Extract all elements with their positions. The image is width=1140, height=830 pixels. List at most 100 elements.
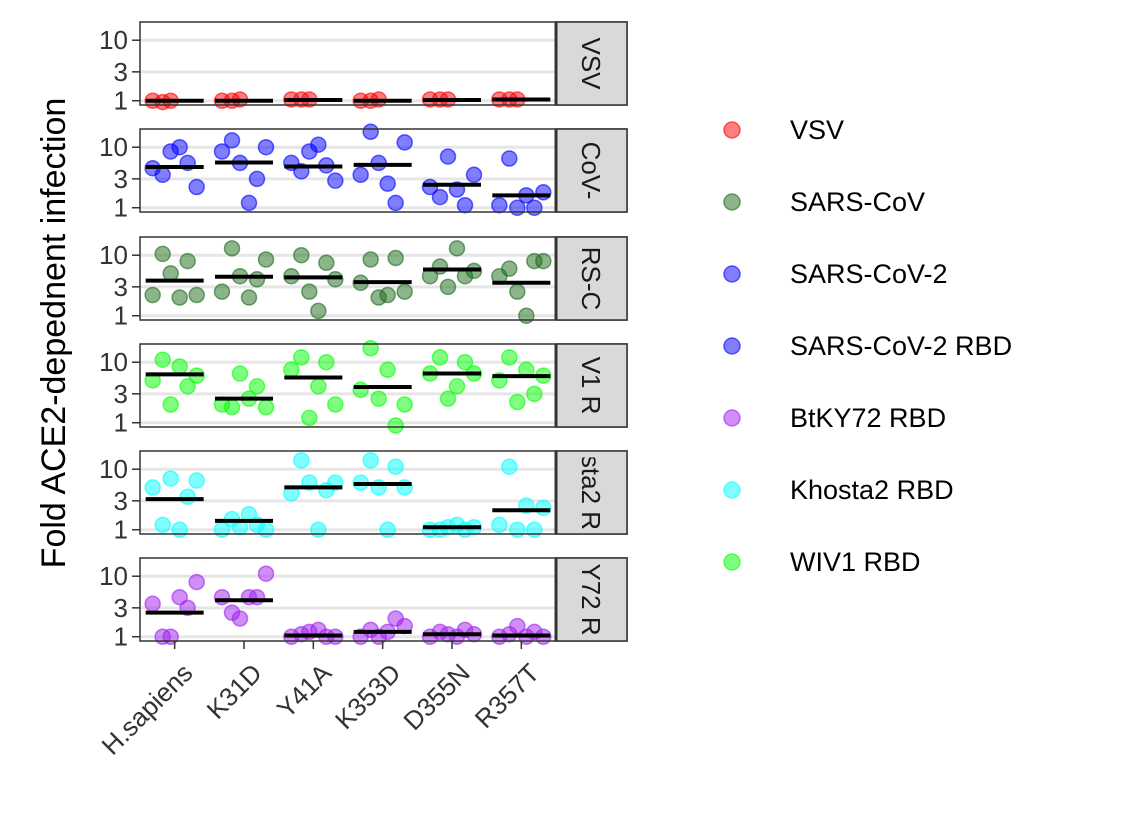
- panel-background: [140, 344, 556, 427]
- panel-background: [140, 129, 556, 212]
- data-point: [379, 286, 396, 304]
- data-point: [188, 178, 205, 196]
- data-point: [362, 340, 379, 357]
- strip-label: V1 R: [576, 357, 606, 415]
- y-tick-label: 3: [114, 379, 128, 409]
- data-point: [248, 588, 266, 606]
- data-point: [491, 516, 508, 534]
- legend-key: [723, 409, 741, 427]
- data-point: [379, 521, 396, 538]
- data-point: [188, 472, 205, 489]
- data-point: [257, 138, 275, 156]
- data-point: [526, 521, 543, 538]
- data-point: [387, 194, 404, 212]
- data-point: [318, 353, 335, 371]
- data-point: [535, 252, 552, 270]
- facet-strip: [555, 21, 628, 106]
- y-tick-label: 1: [114, 515, 128, 545]
- x-tick-label: H.sapiens: [96, 658, 199, 761]
- legend-label: SARS-CoV-2: [790, 259, 948, 289]
- data-point: [223, 132, 241, 149]
- data-point: [240, 289, 258, 306]
- data-point: [535, 499, 552, 517]
- data-point: [171, 289, 188, 306]
- panel-background: [140, 22, 556, 105]
- data-point: [491, 196, 508, 214]
- y-axis-title: Fold ACE2-depednent infection: [35, 98, 73, 569]
- data-point: [448, 378, 466, 395]
- facet-strip: [555, 557, 628, 642]
- data-point: [293, 246, 310, 264]
- data-point: [396, 283, 413, 300]
- data-point: [362, 123, 379, 141]
- data-point: [509, 283, 526, 300]
- data-point: [257, 521, 275, 538]
- data-point: [456, 196, 474, 214]
- data-point: [509, 521, 526, 538]
- y-tick-label: 3: [114, 486, 128, 516]
- data-point: [213, 283, 231, 300]
- data-point: [431, 258, 449, 275]
- data-point: [370, 390, 387, 407]
- strip-label: RS-C: [576, 247, 606, 311]
- strip-label: CoV-: [576, 142, 606, 200]
- y-tick-label: 10: [99, 25, 128, 55]
- data-point: [301, 409, 318, 427]
- data-point: [535, 184, 552, 201]
- data-point: [154, 166, 171, 184]
- data-point: [171, 138, 188, 156]
- data-point: [248, 170, 266, 188]
- y-tick-label: 10: [99, 132, 128, 162]
- data-point: [465, 166, 483, 184]
- y-tick-label: 3: [114, 593, 128, 623]
- data-point: [396, 396, 413, 413]
- data-point: [257, 399, 275, 416]
- legend-label: SARS-CoV-2 RBD: [790, 331, 1012, 361]
- data-point: [257, 251, 275, 268]
- y-tick-label: 10: [99, 561, 128, 591]
- data-point: [154, 351, 171, 368]
- panel-background: [140, 237, 556, 320]
- y-tick-label: 1: [114, 86, 128, 116]
- data-point: [431, 188, 449, 206]
- data-point: [213, 588, 231, 606]
- data-point: [223, 399, 241, 416]
- data-point: [526, 199, 543, 216]
- x-tick-label: D355N: [397, 658, 475, 736]
- data-point: [154, 516, 171, 534]
- data-point: [162, 396, 179, 413]
- data-point: [188, 573, 205, 591]
- data-point: [352, 166, 369, 184]
- data-point: [456, 353, 474, 371]
- data-point: [248, 271, 266, 288]
- legend-key: [723, 553, 741, 571]
- data-point: [240, 194, 258, 212]
- data-point: [171, 521, 188, 538]
- y-tick-label: 10: [99, 347, 128, 377]
- legend-key: [723, 481, 741, 499]
- x-tick-label: Y41A: [271, 657, 338, 724]
- data-point: [310, 302, 327, 320]
- data-point: [248, 378, 266, 395]
- panel-background: [140, 451, 556, 534]
- data-point: [301, 283, 318, 300]
- y-tick-label: 3: [114, 164, 128, 194]
- data-point: [352, 381, 369, 399]
- data-point: [501, 150, 518, 167]
- strip-label: sta2 R: [576, 455, 606, 530]
- data-point: [188, 286, 205, 304]
- data-point: [310, 136, 327, 153]
- x-tick-label: R357T: [469, 658, 545, 734]
- x-tick-label: K353D: [329, 658, 406, 735]
- facet-strip: [555, 343, 628, 428]
- facet-strip: [555, 128, 628, 213]
- data-point: [231, 365, 249, 382]
- data-point: [387, 458, 404, 475]
- panel-background: [140, 558, 556, 641]
- data-point: [362, 452, 379, 469]
- data-point: [501, 458, 518, 475]
- legend-key: [723, 337, 741, 355]
- data-point: [283, 361, 300, 379]
